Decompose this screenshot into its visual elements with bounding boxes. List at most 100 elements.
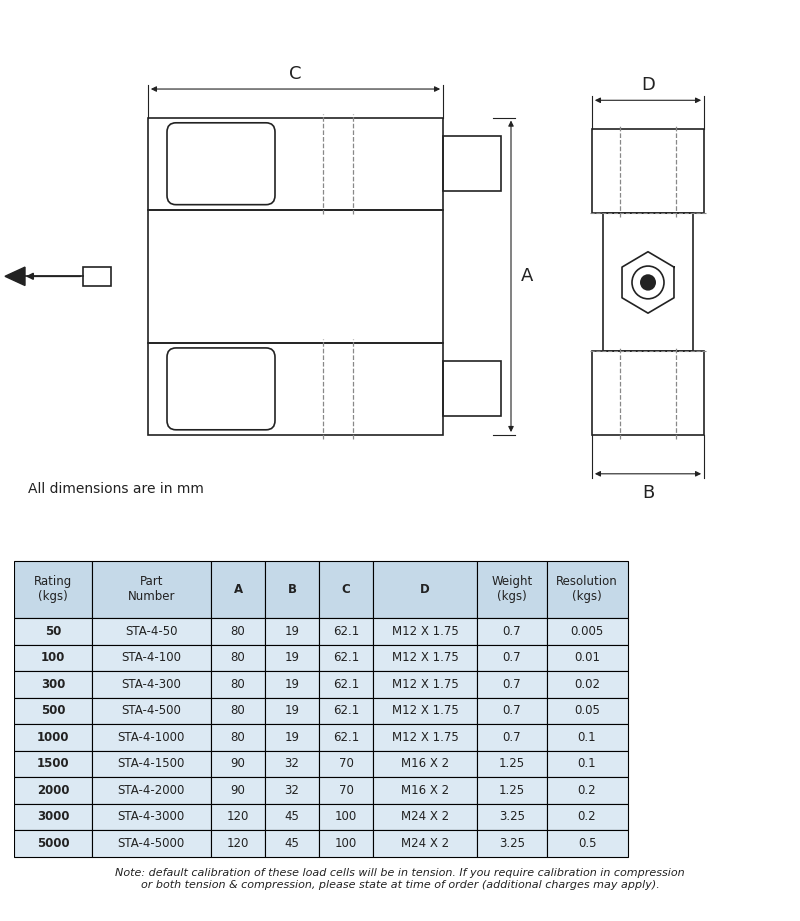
Bar	[603, 213, 693, 351]
Text: 45: 45	[285, 837, 299, 850]
Bar	[91, 561, 211, 618]
Bar	[546, 830, 627, 857]
Text: 0.2: 0.2	[578, 810, 596, 823]
Bar	[14, 645, 91, 671]
Bar	[91, 830, 211, 857]
Bar	[91, 724, 211, 751]
Text: 32: 32	[285, 757, 299, 770]
Bar	[91, 751, 211, 777]
Bar	[546, 645, 627, 671]
Bar	[443, 361, 501, 416]
Bar	[14, 777, 91, 804]
Text: 100: 100	[335, 810, 357, 823]
Bar	[373, 804, 477, 830]
Text: STA-4-1500: STA-4-1500	[118, 757, 185, 770]
Text: Resolution
(kgs): Resolution (kgs)	[556, 576, 618, 603]
Bar	[211, 561, 265, 618]
Text: D: D	[641, 76, 655, 94]
Text: 0.7: 0.7	[502, 651, 521, 664]
Text: 0.05: 0.05	[574, 705, 600, 717]
Bar	[592, 129, 704, 213]
Bar	[477, 697, 546, 724]
Bar	[373, 618, 477, 645]
Text: Rating
(kgs): Rating (kgs)	[34, 576, 72, 603]
Text: 80: 80	[230, 705, 246, 717]
Text: 2000: 2000	[37, 784, 70, 797]
Text: 3.25: 3.25	[499, 810, 525, 823]
Text: M24 X 2: M24 X 2	[401, 810, 449, 823]
Bar	[265, 697, 319, 724]
Text: STA-4-100: STA-4-100	[122, 651, 182, 664]
Text: 5000: 5000	[37, 837, 70, 850]
Text: STA-4-500: STA-4-500	[122, 705, 182, 717]
Bar	[319, 697, 373, 724]
Text: 0.1: 0.1	[578, 757, 596, 770]
Text: 19: 19	[285, 651, 299, 664]
Bar	[546, 724, 627, 751]
Text: Note: default calibration of these load cells will be in tension. If you require: Note: default calibration of these load …	[115, 869, 685, 890]
Text: B: B	[642, 484, 654, 502]
Bar	[373, 697, 477, 724]
Text: M16 X 2: M16 X 2	[401, 784, 449, 797]
Text: 0.5: 0.5	[578, 837, 596, 850]
Text: STA-4-3000: STA-4-3000	[118, 810, 185, 823]
Text: 80: 80	[230, 651, 246, 664]
Text: 62.1: 62.1	[333, 705, 359, 717]
Bar	[319, 751, 373, 777]
Bar	[319, 618, 373, 645]
Bar	[319, 830, 373, 857]
Text: 3.25: 3.25	[499, 837, 525, 850]
Bar	[14, 751, 91, 777]
Text: 80: 80	[230, 678, 246, 691]
Text: STA-4-2000: STA-4-2000	[118, 784, 185, 797]
Bar	[319, 645, 373, 671]
Text: 0.02: 0.02	[574, 678, 600, 691]
Text: 0.2: 0.2	[578, 784, 596, 797]
Text: 45: 45	[285, 810, 299, 823]
Bar	[91, 697, 211, 724]
Text: 32: 32	[285, 784, 299, 797]
FancyBboxPatch shape	[167, 348, 275, 430]
Text: 3000: 3000	[37, 810, 70, 823]
Bar	[211, 830, 265, 857]
Bar	[211, 804, 265, 830]
Text: Weight
(kgs): Weight (kgs)	[491, 576, 533, 603]
Text: STA-4-1000: STA-4-1000	[118, 731, 185, 744]
Bar	[373, 671, 477, 697]
Text: 100: 100	[335, 837, 357, 850]
Text: M12 X 1.75: M12 X 1.75	[392, 731, 458, 744]
Bar	[546, 751, 627, 777]
Bar	[319, 724, 373, 751]
Bar	[373, 561, 477, 618]
Bar	[319, 804, 373, 830]
Text: M12 X 1.75: M12 X 1.75	[392, 678, 458, 691]
Bar	[14, 724, 91, 751]
Text: 100: 100	[41, 651, 65, 664]
Text: 0.1: 0.1	[578, 731, 596, 744]
Text: 1000: 1000	[37, 731, 70, 744]
Bar	[477, 751, 546, 777]
Bar	[546, 777, 627, 804]
Text: D: D	[420, 583, 430, 596]
Bar	[91, 777, 211, 804]
Bar	[265, 777, 319, 804]
Text: 1.25: 1.25	[498, 757, 525, 770]
Text: 0.005: 0.005	[570, 624, 604, 637]
Text: 19: 19	[285, 678, 299, 691]
Bar	[91, 618, 211, 645]
Bar	[14, 671, 91, 697]
Bar	[319, 671, 373, 697]
Bar	[477, 645, 546, 671]
Text: 1500: 1500	[37, 757, 70, 770]
Text: 62.1: 62.1	[333, 678, 359, 691]
Bar	[477, 724, 546, 751]
Text: 0.7: 0.7	[502, 731, 521, 744]
Text: 300: 300	[41, 678, 65, 691]
Bar	[211, 777, 265, 804]
Text: 50: 50	[45, 624, 61, 637]
Text: 1.25: 1.25	[498, 784, 525, 797]
Bar	[14, 618, 91, 645]
Bar	[148, 210, 443, 343]
Text: M12 X 1.75: M12 X 1.75	[392, 705, 458, 717]
Bar	[14, 830, 91, 857]
